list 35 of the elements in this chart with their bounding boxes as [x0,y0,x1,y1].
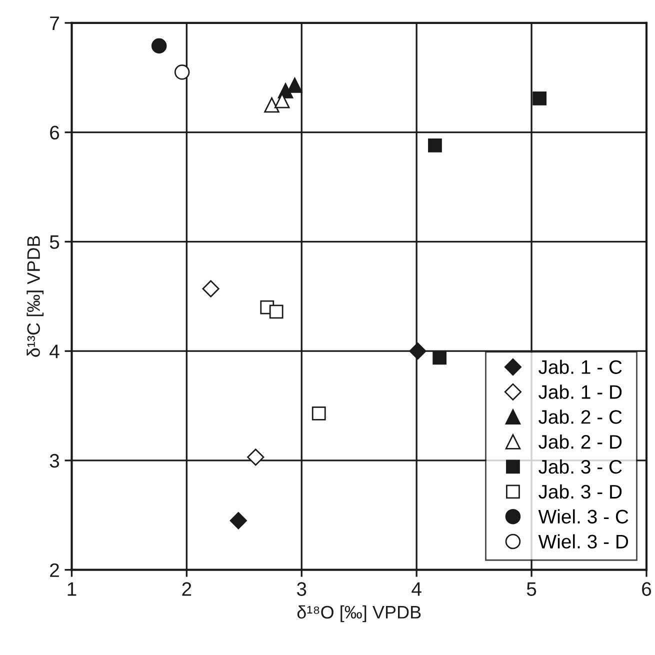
point [312,406,326,420]
x-axis-title: δ¹⁸O [‰] VPDB [297,605,421,622]
y-tick-label: 6 [50,126,60,140]
y-tick-label: 3 [50,454,60,468]
legend-label: Wiel. 3 - C [538,509,628,524]
x-tick-label: 3 [296,582,306,596]
y-axis-title: δ¹³C [‰] VPDB [26,236,44,357]
y-tick-label: 4 [50,344,60,358]
legend-label: Jab. 3 - D [538,484,622,499]
point [174,64,190,80]
x-tick-label: 1 [68,582,76,596]
y-tick-label: 2 [50,563,59,577]
x-tick-label: 2 [182,582,192,596]
x-tick-label: 6 [642,582,652,596]
y-tick-label: 5 [50,235,60,249]
x-tick-label: 4 [412,582,422,596]
point [202,280,220,298]
point [287,78,302,93]
legend-label: Jab. 2 - C [538,410,622,424]
point [432,350,447,365]
legend-label: Jab. 2 - D [538,434,622,449]
point [532,91,547,106]
legend-label: Wiel. 3 - D [538,534,628,549]
legend-label: Jab. 3 - C [538,459,622,474]
point [428,138,442,152]
point [269,304,284,319]
point [264,97,280,113]
point [247,448,264,466]
y-tick-label: 7 [50,16,59,30]
legend-label: Jab. 1 - C [538,360,622,374]
point [230,512,247,530]
point [409,342,426,360]
legend-label: Jab. 1 - D [538,384,622,399]
point [151,38,167,54]
x-tick-label: 5 [526,582,536,596]
